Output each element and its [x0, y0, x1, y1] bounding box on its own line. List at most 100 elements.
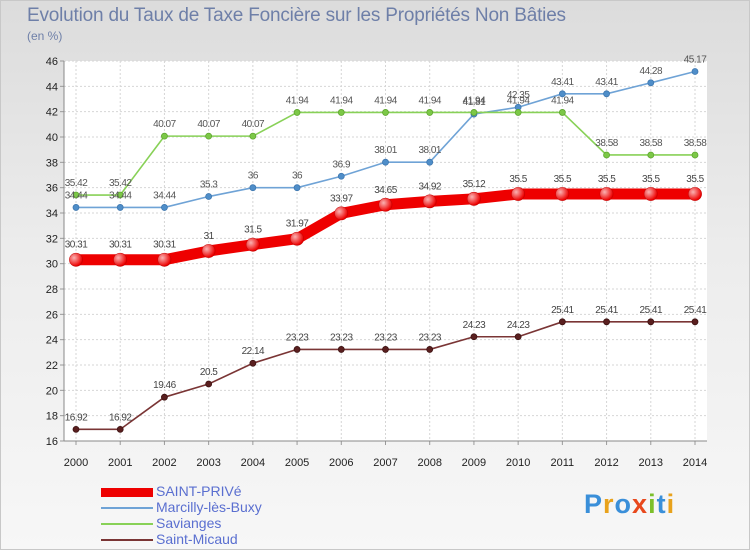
data-point	[382, 346, 389, 353]
data-label: 42.35	[507, 90, 530, 101]
logo-letter: r	[603, 489, 615, 519]
data-point	[382, 109, 389, 116]
data-point-shine	[69, 253, 83, 267]
legend-swatch-saint-prive	[101, 488, 153, 497]
data-label: 35.12	[463, 179, 486, 190]
y-tick-label: 24	[46, 335, 58, 347]
data-label: 41.81	[463, 97, 486, 108]
data-point	[558, 318, 566, 326]
logo-letter: o	[614, 489, 633, 519]
data-label: 40.07	[153, 119, 176, 130]
y-tick-label: 18	[46, 411, 58, 423]
y-tick-label: 46	[46, 56, 58, 68]
data-point	[161, 132, 168, 140]
data-label: 25.41	[595, 305, 618, 316]
legend-label: Saint-Micaud	[156, 531, 238, 547]
data-point-shine	[511, 187, 525, 201]
y-tick-label: 26	[46, 309, 58, 321]
data-label: 35.3	[200, 180, 218, 191]
data-label: 34.44	[109, 190, 132, 201]
data-point	[603, 90, 610, 98]
data-point	[161, 393, 168, 401]
data-point	[603, 151, 610, 159]
data-label: 38.01	[418, 145, 441, 156]
data-label: 35.42	[109, 178, 132, 189]
y-tick-label: 36	[46, 183, 58, 195]
data-label: 30.31	[65, 240, 88, 251]
data-point-shine	[113, 253, 127, 267]
data-point	[426, 158, 434, 166]
data-label: 43.41	[551, 77, 574, 88]
data-label: 23.23	[418, 332, 441, 343]
data-point	[647, 318, 655, 326]
x-tick-label: 2009	[462, 457, 486, 469]
data-point	[249, 132, 257, 140]
data-label: 24.23	[507, 320, 530, 331]
data-label: 34.92	[418, 181, 441, 192]
data-label: 38.58	[640, 138, 663, 149]
data-point	[205, 132, 213, 140]
data-point	[603, 318, 610, 326]
data-label: 38.58	[684, 138, 707, 149]
data-point	[337, 346, 345, 353]
data-point	[116, 191, 124, 199]
data-point	[293, 109, 301, 116]
x-tick-label: 2013	[639, 457, 663, 469]
data-label: 38.01	[374, 145, 397, 156]
data-point-shine	[379, 198, 392, 212]
y-tick-label: 34	[46, 208, 58, 220]
data-point	[470, 333, 478, 341]
legend-swatch-saint-micaud	[101, 539, 153, 541]
data-point	[691, 318, 699, 326]
legend-label: Marcilly-lès-Buxy	[156, 499, 262, 515]
data-point	[72, 191, 80, 199]
data-point-shine	[644, 187, 658, 201]
data-point	[426, 109, 434, 116]
data-label: 41.94	[330, 95, 353, 106]
legend-swatch-marcilly	[101, 507, 153, 509]
y-tick-label: 16	[46, 436, 58, 448]
data-label: 35.5	[598, 174, 616, 185]
data-point	[647, 79, 655, 87]
data-point	[514, 109, 522, 116]
data-point	[293, 346, 301, 353]
data-label: 35.5	[509, 174, 527, 185]
data-label: 41.94	[286, 95, 309, 106]
y-tick-label: 22	[46, 360, 58, 372]
logo-letter: i	[648, 489, 657, 519]
data-label: 36	[248, 171, 259, 182]
data-point	[337, 109, 345, 116]
x-tick-label: 2002	[152, 457, 176, 469]
data-label: 38.58	[595, 138, 618, 149]
data-label: 20.5	[200, 367, 218, 378]
data-label: 31.5	[244, 225, 262, 236]
data-label: 41.94	[463, 95, 486, 106]
legend-label: SAINT-PRIVé	[156, 483, 242, 499]
y-tick-label: 20	[46, 385, 58, 397]
data-label: 36.9	[333, 159, 351, 170]
chart-title: Evolution du Taux de Taxe Foncière sur l…	[27, 5, 566, 26]
data-label: 41.94	[507, 95, 530, 106]
data-point	[647, 151, 655, 159]
data-point-shine	[334, 206, 348, 220]
y-tick-label: 30	[46, 259, 58, 271]
legend-label: Savianges	[156, 515, 222, 531]
x-tick-label: 2011	[551, 457, 575, 469]
data-point	[558, 90, 566, 98]
y-tick-label: 40	[46, 132, 58, 144]
data-point-shine	[600, 187, 614, 201]
data-point	[116, 425, 124, 433]
data-label: 23.23	[330, 332, 353, 343]
data-point	[116, 204, 124, 211]
data-point	[426, 346, 434, 353]
x-tick-label: 2001	[108, 457, 132, 469]
data-point	[470, 109, 478, 116]
data-label: 36	[292, 171, 303, 182]
data-label: 33.97	[330, 193, 353, 204]
data-point	[691, 68, 699, 75]
data-label: 45.17	[684, 55, 707, 66]
x-tick-label: 2012	[594, 457, 618, 469]
data-label: 35.5	[642, 174, 660, 185]
